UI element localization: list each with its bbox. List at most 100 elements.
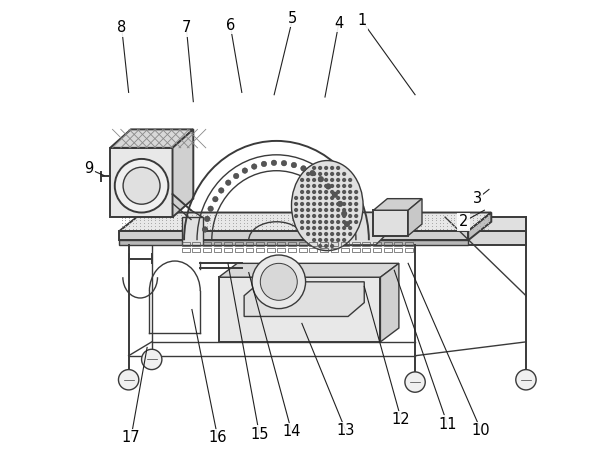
Circle shape [349,196,351,200]
Polygon shape [172,129,193,217]
Circle shape [306,202,310,206]
Polygon shape [120,213,491,231]
Circle shape [337,238,340,241]
Circle shape [341,211,347,217]
Circle shape [343,202,346,206]
Polygon shape [346,213,385,245]
Circle shape [319,202,321,206]
Circle shape [306,226,310,229]
Circle shape [343,190,346,194]
Text: 4: 4 [334,16,343,30]
Circle shape [123,167,160,204]
Bar [256,248,264,252]
Circle shape [325,214,327,218]
Bar [256,242,264,246]
Circle shape [313,166,316,169]
Circle shape [337,220,340,223]
Circle shape [301,184,303,188]
Bar [203,248,211,252]
Text: 5: 5 [288,11,297,26]
Bar [405,242,413,246]
Bar [278,248,285,252]
Text: 7: 7 [181,20,191,35]
Circle shape [337,196,340,200]
Circle shape [343,220,346,223]
Bar [288,242,296,246]
Circle shape [331,238,333,241]
Circle shape [319,226,321,229]
Bar [373,248,381,252]
Circle shape [313,226,316,229]
Circle shape [306,196,310,200]
Circle shape [281,160,287,166]
Circle shape [343,238,346,241]
Circle shape [208,206,213,212]
Bar [341,242,349,246]
Circle shape [204,216,210,222]
Bar [182,242,189,246]
Circle shape [301,226,303,229]
Polygon shape [403,217,526,231]
Circle shape [142,349,162,370]
Circle shape [306,184,310,188]
Circle shape [313,190,316,194]
Circle shape [306,214,310,218]
Circle shape [306,233,310,235]
Circle shape [226,180,231,185]
Bar [246,242,253,246]
Circle shape [349,233,351,235]
Circle shape [343,178,346,181]
Circle shape [355,214,357,218]
Circle shape [301,190,303,194]
Polygon shape [219,263,399,277]
Polygon shape [110,148,172,217]
Circle shape [319,209,321,212]
Circle shape [313,233,316,235]
Circle shape [319,190,321,194]
Polygon shape [219,277,381,342]
Circle shape [355,190,357,194]
Circle shape [319,172,321,176]
Bar [203,242,211,246]
Circle shape [337,233,340,235]
Circle shape [331,233,333,235]
Circle shape [271,160,276,165]
Circle shape [343,184,346,188]
Bar [267,248,275,252]
Circle shape [337,209,340,212]
Circle shape [337,214,340,218]
Circle shape [313,172,316,176]
Polygon shape [120,240,468,245]
Circle shape [306,209,310,212]
Text: 11: 11 [438,417,457,432]
Circle shape [313,196,316,200]
Circle shape [319,245,321,248]
Circle shape [313,220,316,223]
Circle shape [325,190,327,194]
Circle shape [325,178,327,181]
Circle shape [295,214,297,218]
Circle shape [234,173,239,179]
Text: 6: 6 [226,18,235,33]
Circle shape [313,178,316,181]
Text: 1: 1 [357,13,367,28]
Polygon shape [373,199,422,210]
Circle shape [318,176,324,182]
Bar [214,248,221,252]
Circle shape [326,184,331,189]
Bar [310,248,317,252]
Circle shape [349,214,351,218]
Bar [384,242,392,246]
Circle shape [319,184,321,188]
Circle shape [331,184,333,188]
Circle shape [355,202,357,206]
Bar [373,242,381,246]
Circle shape [337,166,340,169]
Circle shape [516,370,536,390]
Bar [394,242,402,246]
Circle shape [349,226,351,229]
Circle shape [319,196,321,200]
Circle shape [355,196,357,200]
Bar [394,248,402,252]
Circle shape [306,190,310,194]
